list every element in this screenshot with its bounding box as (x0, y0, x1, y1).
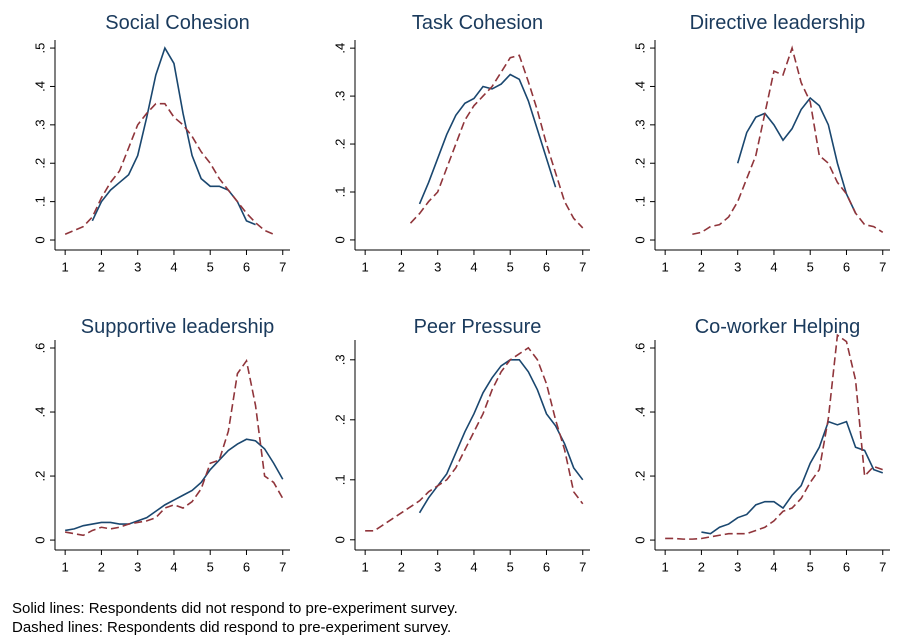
x-tick-label: 6 (843, 559, 850, 574)
x-tick-label: 7 (579, 559, 586, 574)
density-line (65, 438, 284, 532)
x-tick-label: 2 (698, 559, 705, 574)
y-tick-label: .2 (632, 158, 647, 169)
chart-title: Co-worker Helping (695, 316, 861, 338)
x-tick-label: 5 (507, 559, 514, 574)
density-line (65, 358, 284, 537)
x-tick-label: 7 (879, 559, 886, 574)
x-tick-label: 3 (134, 559, 141, 574)
y-tick-label: .3 (632, 119, 647, 130)
density-line (701, 420, 884, 535)
density-line (409, 54, 584, 229)
chart-title: Social Cohesion (105, 12, 250, 34)
x-tick-label: 1 (662, 259, 669, 274)
x-tick-label: 1 (362, 559, 369, 574)
chart-title: Directive leadership (690, 12, 866, 34)
chart-title: Task Cohesion (412, 12, 543, 34)
chart-title: Peer Pressure (414, 316, 542, 338)
y-tick-label: .2 (632, 471, 647, 482)
y-tick-label: .3 (32, 119, 47, 130)
y-tick-label: 0 (632, 236, 647, 243)
y-tick-label: .4 (332, 43, 347, 54)
density-line (692, 45, 884, 236)
x-tick-label: 4 (170, 559, 177, 574)
y-tick-label: .2 (332, 414, 347, 425)
y-tick-label: .4 (632, 407, 647, 418)
density-line (365, 346, 584, 532)
y-tick-label: .2 (32, 158, 47, 169)
x-tick-label: 7 (279, 259, 286, 274)
x-tick-label: 2 (98, 259, 105, 274)
x-tick-label: 7 (579, 259, 586, 274)
y-tick-label: .3 (332, 354, 347, 365)
y-tick-label: .3 (332, 91, 347, 102)
x-tick-label: 7 (279, 559, 286, 574)
y-tick-label: .1 (332, 474, 347, 485)
x-tick-label: 2 (398, 559, 405, 574)
y-tick-label: 0 (32, 536, 47, 543)
x-tick-label: 6 (843, 259, 850, 274)
x-tick-label: 4 (470, 559, 477, 574)
y-tick-label: 0 (632, 536, 647, 543)
x-tick-label: 3 (134, 259, 141, 274)
density-line (418, 359, 584, 514)
x-tick-label: 5 (807, 259, 814, 274)
density-line (665, 333, 884, 540)
y-tick-label: .2 (32, 471, 47, 482)
x-tick-label: 6 (543, 559, 550, 574)
y-tick-label: .6 (32, 343, 47, 354)
y-tick-label: 0 (332, 536, 347, 543)
x-tick-label: 1 (62, 559, 69, 574)
density-line (736, 96, 857, 214)
x-tick-label: 2 (698, 259, 705, 274)
density-line (91, 46, 256, 226)
x-tick-label: 1 (662, 559, 669, 574)
x-tick-label: 2 (398, 259, 405, 274)
x-tick-label: 5 (207, 259, 214, 274)
x-tick-label: 3 (434, 559, 441, 574)
y-tick-label: .2 (332, 139, 347, 150)
x-tick-label: 5 (507, 259, 514, 274)
note: Dashed lines: Respondents did respond to… (12, 619, 451, 636)
x-tick-label: 5 (807, 559, 814, 574)
y-tick-label: 0 (332, 236, 347, 243)
x-tick-label: 4 (170, 259, 177, 274)
note: Solid lines: Respondents did not respond… (12, 600, 458, 617)
x-tick-label: 6 (243, 559, 250, 574)
x-tick-label: 3 (734, 559, 741, 574)
x-tick-label: 6 (543, 259, 550, 274)
x-tick-label: 4 (770, 559, 777, 574)
y-tick-label: .4 (32, 81, 47, 92)
x-tick-label: 1 (362, 259, 369, 274)
y-tick-label: 0 (32, 236, 47, 243)
x-tick-label: 4 (770, 259, 777, 274)
density-line (64, 102, 274, 235)
y-tick-label: .1 (632, 196, 647, 207)
y-tick-label: .1 (32, 196, 47, 207)
density-line (418, 73, 557, 205)
y-tick-label: .5 (32, 43, 47, 54)
x-tick-label: 4 (470, 259, 477, 274)
y-tick-label: .5 (632, 43, 647, 54)
chart-title: Supportive leadership (81, 316, 274, 338)
x-tick-label: 3 (734, 259, 741, 274)
x-tick-label: 5 (207, 559, 214, 574)
y-tick-label: .4 (32, 407, 47, 418)
y-tick-label: .6 (632, 343, 647, 354)
x-tick-label: 1 (62, 259, 69, 274)
x-tick-label: 2 (98, 559, 105, 574)
x-tick-label: 3 (434, 259, 441, 274)
x-tick-label: 6 (243, 259, 250, 274)
x-tick-label: 7 (879, 259, 886, 274)
y-tick-label: .4 (632, 81, 647, 92)
y-tick-label: .1 (332, 187, 347, 198)
